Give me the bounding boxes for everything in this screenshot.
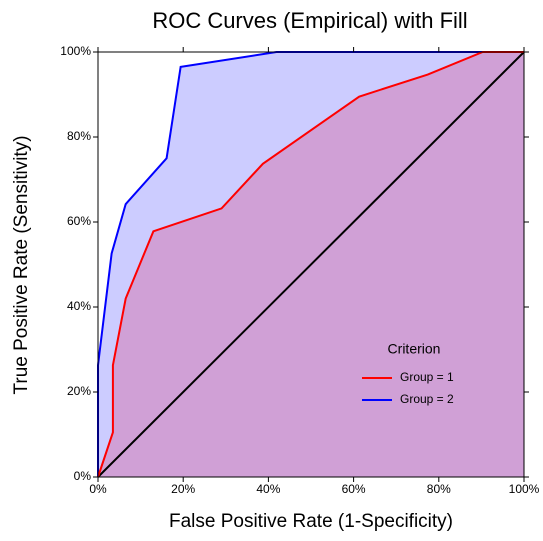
x-tick-label: 60% (342, 482, 366, 496)
chart-title: ROC Curves (Empirical) with Fill (152, 8, 467, 33)
x-tick-label: 80% (427, 482, 451, 496)
roc-line (97, 51, 524, 477)
plot-frame (97, 51, 525, 478)
y-tick-label: 60% (67, 214, 91, 228)
x-axis-label: False Positive Rate (1-Specificity) (169, 511, 453, 532)
y-tick-label: 20% (67, 384, 91, 398)
y-tick-label: 100% (60, 44, 91, 58)
roc-line (97, 51, 524, 478)
y-axis-label: True Positive Rate (Sensitivity) (11, 135, 32, 394)
legend-label: Group = 2 (400, 392, 454, 406)
x-tick-label: 100% (509, 482, 540, 496)
y-tick-label: 0% (74, 469, 92, 483)
reference-line (97, 51, 525, 478)
y-tick-label: 80% (67, 129, 91, 143)
x-tick-label: 20% (171, 482, 195, 496)
legend-title: Criterion (388, 341, 441, 357)
x-tick-label: 0% (89, 482, 107, 496)
legend-label: Group = 1 (400, 370, 454, 384)
y-tick-label: 40% (67, 299, 91, 313)
x-tick-label: 40% (256, 482, 280, 496)
